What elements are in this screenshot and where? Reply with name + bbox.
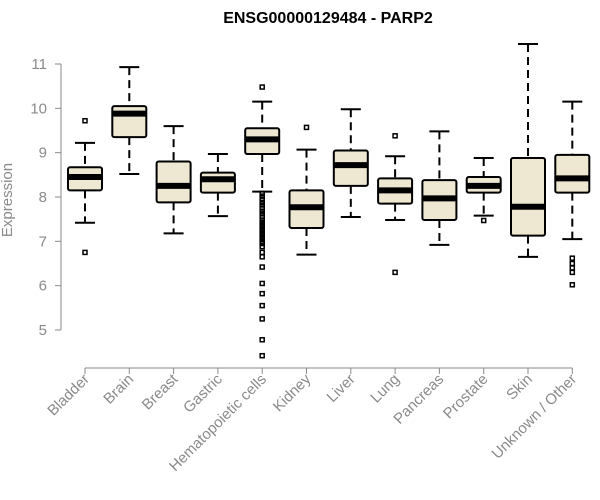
x-tick-label: Prostate: [440, 371, 492, 423]
x-tick-label: Liver: [324, 371, 359, 406]
outlier-point: [260, 338, 264, 342]
outlier-point: [393, 134, 397, 138]
outlier-point: [260, 304, 264, 308]
box-kidney: [290, 125, 324, 254]
outlier-point: [570, 262, 574, 266]
outlier-point: [570, 283, 574, 287]
box-prostate: [467, 158, 501, 223]
box-series: [68, 44, 589, 358]
y-axis-label: Expression: [0, 163, 16, 237]
x-tick-label: Bladder: [44, 371, 93, 420]
box-pancreas: [422, 131, 456, 244]
outlier-point: [260, 255, 264, 259]
outlier-point: [482, 218, 486, 222]
iqr-box: [511, 158, 545, 236]
box-gastric: [201, 154, 235, 216]
boxplot-chart: ENSG00000129484 - PARP2 Expression 5 6 7 8 9…: [0, 0, 600, 500]
outlier-point: [393, 270, 397, 274]
x-tick-label: Skin: [503, 371, 536, 404]
box-unknown-other: [555, 102, 589, 287]
outlier-point: [570, 270, 574, 274]
y-tick-label: 6: [39, 278, 47, 295]
box-bladder: [68, 119, 102, 255]
y-tick-label: 7: [39, 233, 47, 250]
outlier-point: [83, 119, 87, 123]
outlier-point: [260, 317, 264, 321]
iqr-box: [201, 173, 235, 193]
y-tick-label: 8: [39, 189, 47, 206]
chart-title: ENSG00000129484 - PARP2: [223, 10, 433, 27]
y-tick-label: 11: [31, 56, 47, 73]
outlier-point: [260, 250, 264, 254]
outlier-point: [570, 256, 574, 260]
outlier-point: [83, 250, 87, 254]
box-lung: [378, 134, 412, 275]
iqr-box: [334, 150, 368, 185]
x-tick-label: Unknown / Other: [489, 371, 581, 463]
y-tick-label: 9: [39, 145, 47, 162]
outlier-point: [260, 354, 264, 358]
x-tick-label: Brain: [100, 371, 137, 408]
outlier-point: [260, 281, 264, 285]
iqr-box: [555, 155, 589, 193]
box-skin: [511, 44, 545, 257]
iqr-box: [157, 162, 191, 203]
y-tick-label: 10: [30, 100, 47, 117]
box-brain: [112, 67, 146, 174]
box-hematopoietic-cells: [245, 85, 279, 358]
box-breast: [157, 126, 191, 233]
outlier-point: [260, 245, 264, 249]
outlier-point: [570, 266, 574, 270]
y-tick-label: 5: [39, 322, 47, 339]
outlier-point: [305, 125, 309, 129]
x-tick-label: Kidney: [270, 370, 315, 415]
box-liver: [334, 109, 368, 217]
x-tick-label: Breast: [139, 370, 182, 413]
outlier-point: [260, 85, 264, 89]
outlier-point: [260, 265, 264, 269]
y-axis: 5 6 7 8 9 10 11: [30, 56, 61, 339]
outlier-point: [260, 292, 264, 296]
x-tick-label: Lung: [367, 371, 403, 407]
